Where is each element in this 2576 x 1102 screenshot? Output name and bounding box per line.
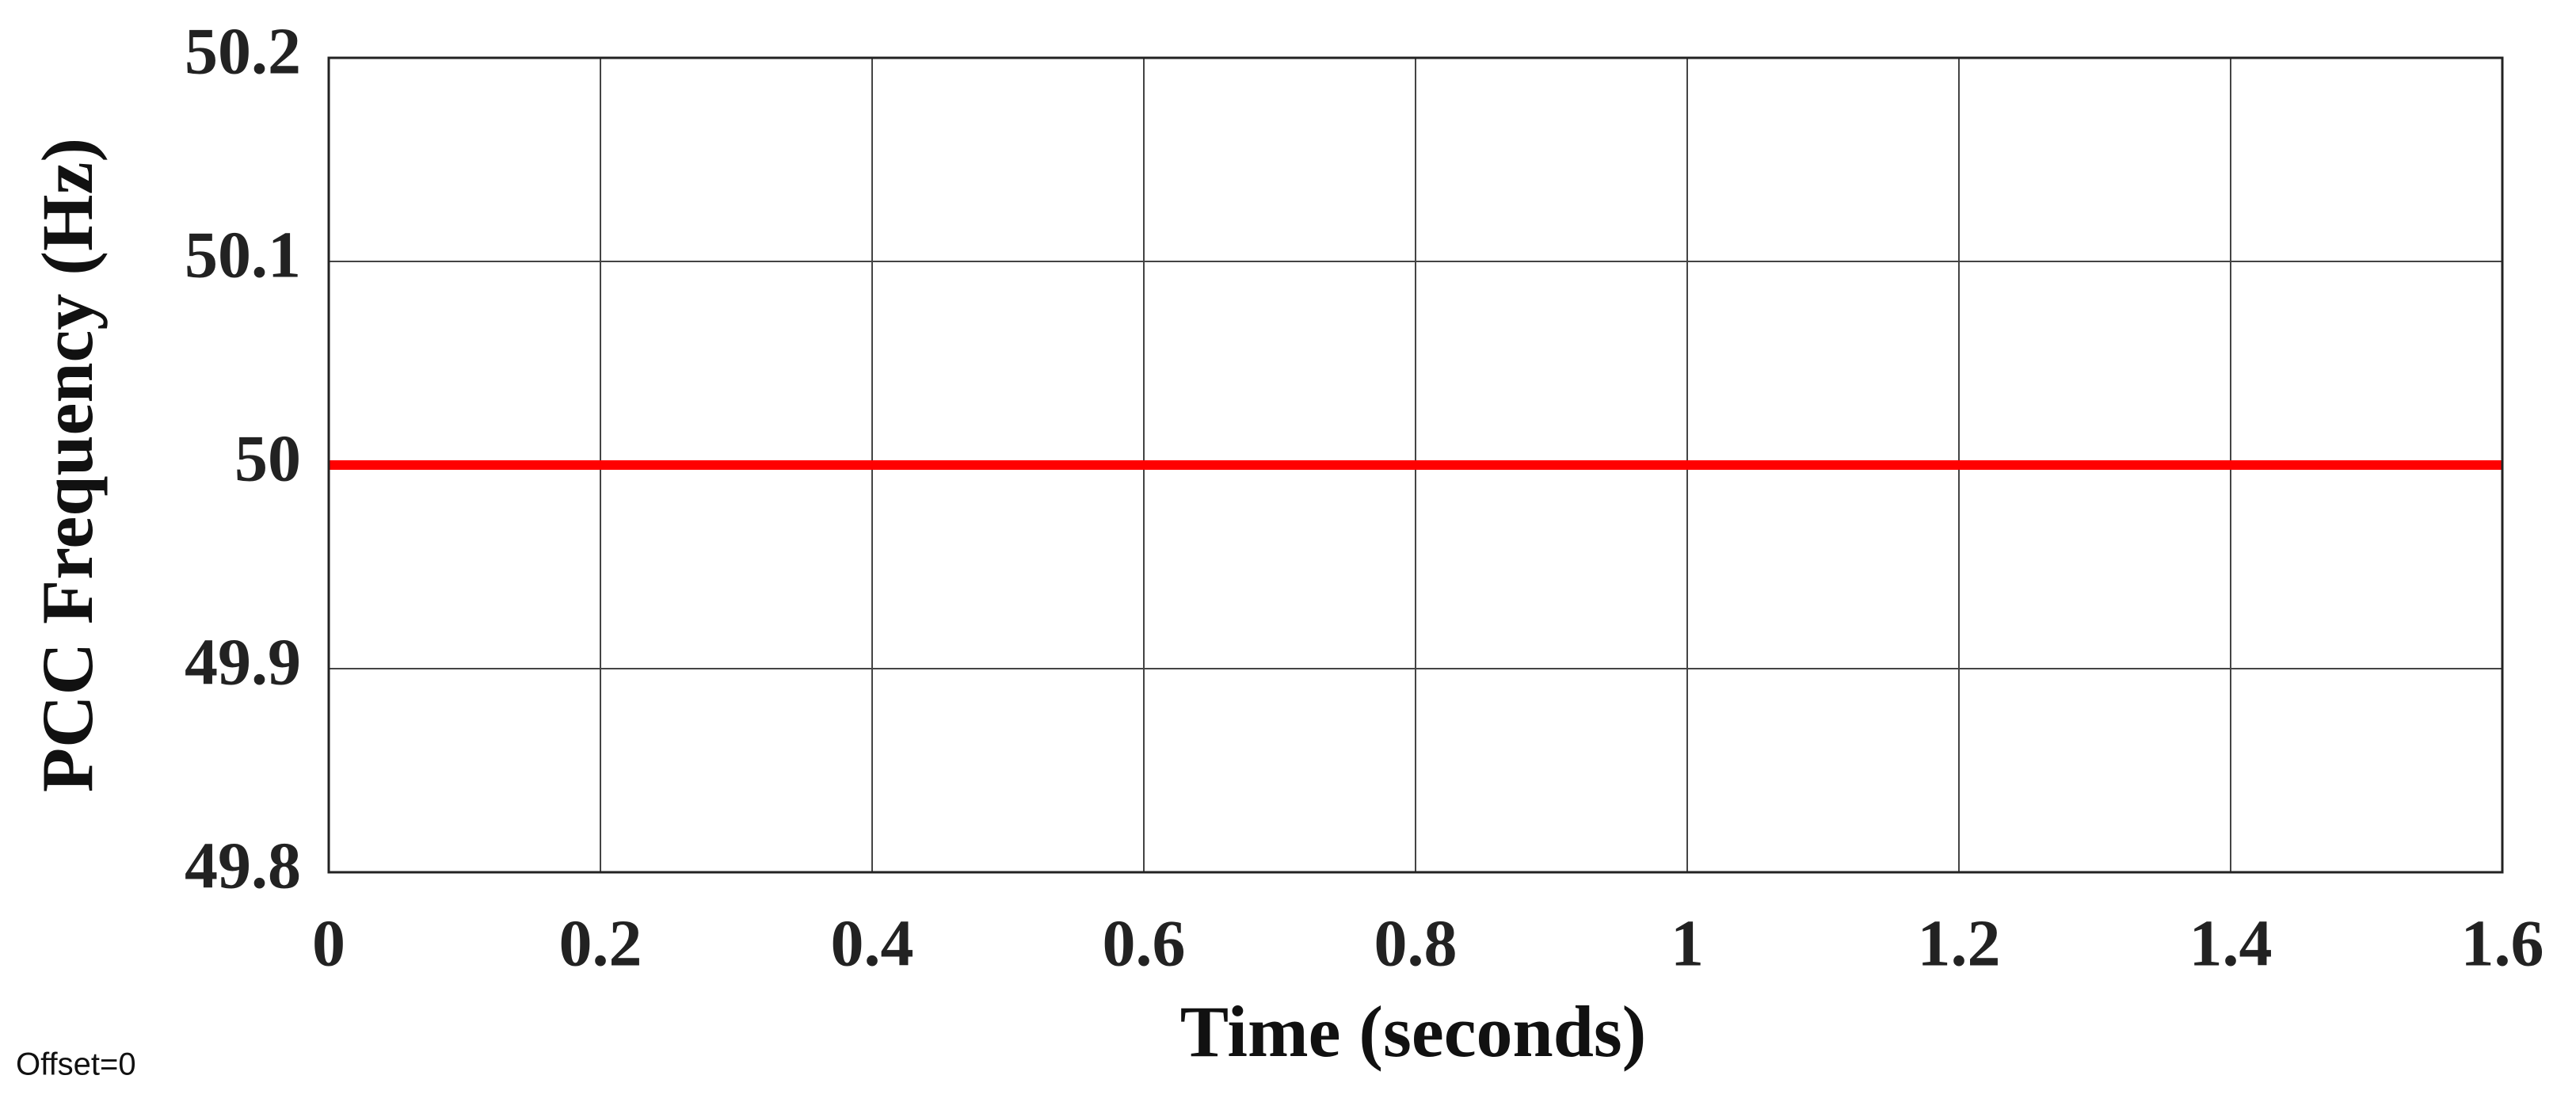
x-tick-label: 0.8 <box>1374 906 1458 980</box>
x-tick-label: 1.4 <box>2189 906 2273 980</box>
plot-frame <box>327 56 2504 874</box>
y-tick-label: 50 <box>234 421 301 495</box>
x-tick-label: 1.2 <box>1918 906 2001 980</box>
y-tick-label: 50.1 <box>185 218 301 292</box>
y-tick-label: 49.8 <box>185 829 301 902</box>
x-tick-label: 0.6 <box>1103 906 1186 980</box>
y-axis-label: PCC Frequency (Hz) <box>27 138 108 792</box>
x-tick-label: 0 <box>312 906 345 980</box>
x-tick-label: 0.4 <box>831 906 914 980</box>
y-tick-label: 49.9 <box>185 625 301 699</box>
x-tick-label: 1 <box>1671 906 1704 980</box>
x-tick-label: 1.6 <box>2461 906 2544 980</box>
y-tick-label: 50.2 <box>185 14 301 88</box>
x-tick-label: 0.2 <box>559 906 642 980</box>
x-axis-label: Time (seconds) <box>1180 991 1647 1072</box>
offset-note: Offset=0 <box>16 1047 136 1082</box>
label-layer: 49.8 49.9 50 50.1 50.2 0 0.2 0.4 0.6 0.8 1 1.2 1.4 1.… <box>185 14 2544 980</box>
